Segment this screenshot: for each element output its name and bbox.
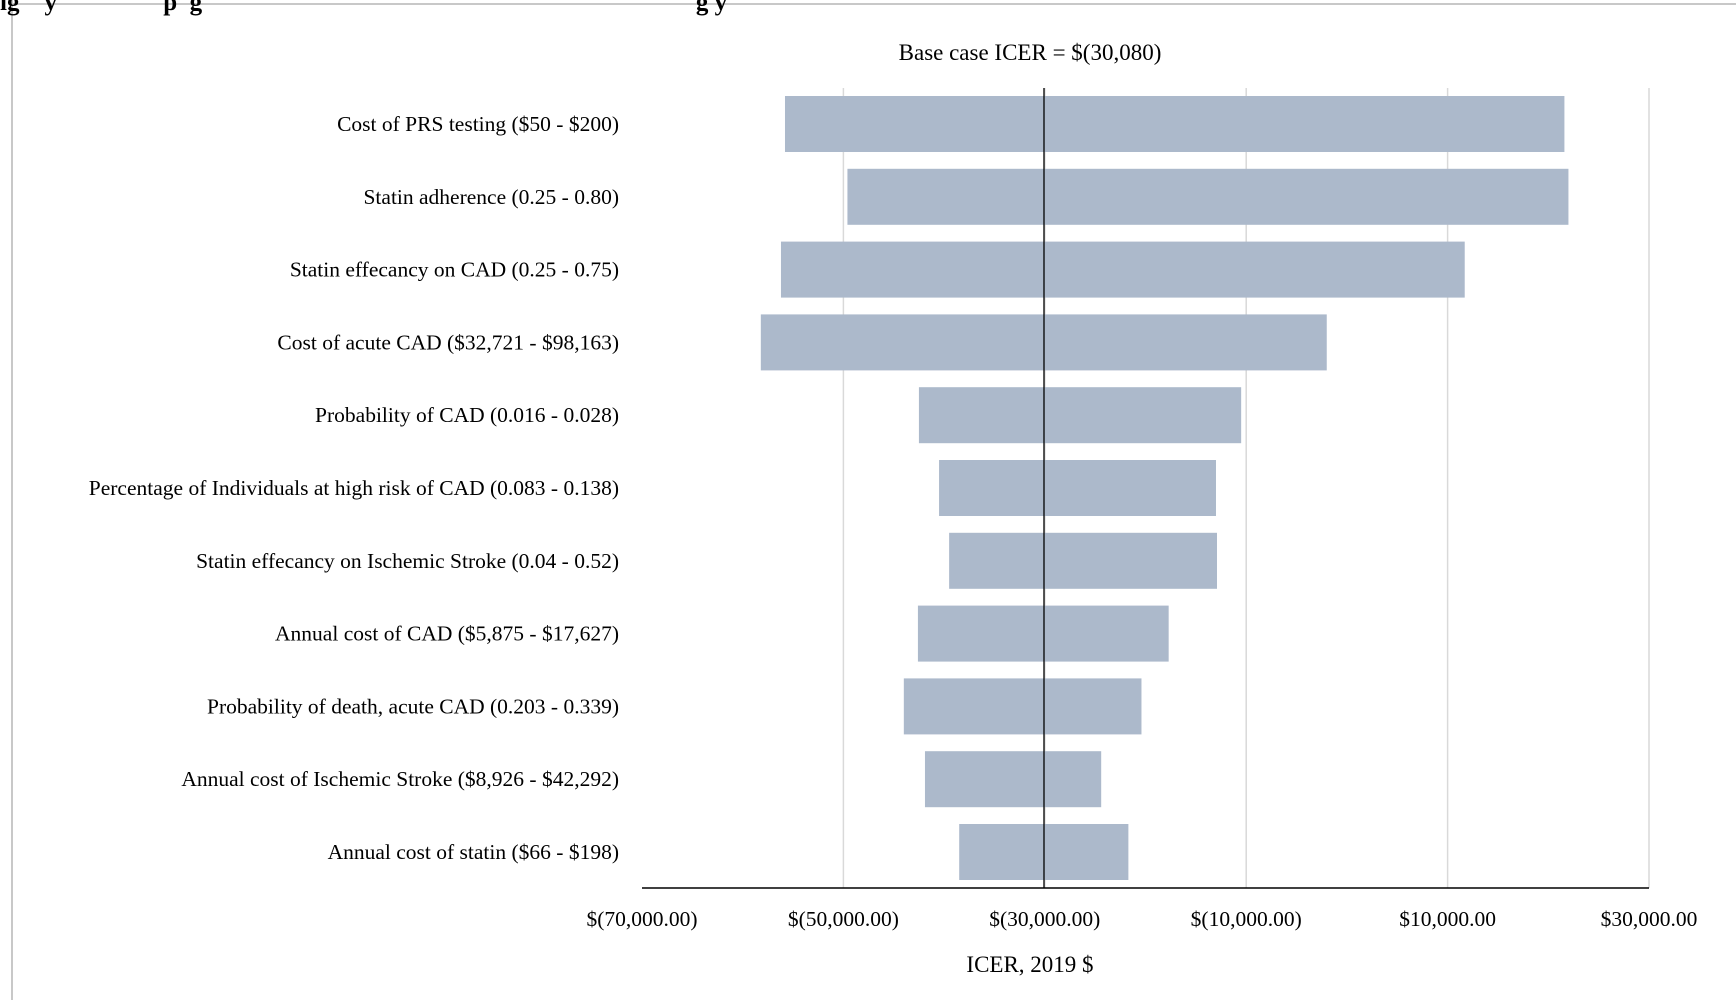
x-tick-label: $10,000.00	[1399, 907, 1496, 931]
category-labels: Cost of PRS testing ($50 - $200) Statin a…	[89, 112, 619, 864]
category-label: Annual cost of Ischemic Stroke ($8,926 -…	[181, 767, 619, 791]
category-label: Percentage of Individuals at high risk o…	[89, 476, 619, 500]
page-heading: ig y p g g y	[0, 0, 728, 16]
category-label: Statin adherence (0.25 - 0.80)	[363, 185, 619, 209]
tornado-bar	[917, 605, 1169, 662]
category-label: Annual cost of CAD ($5,875 - $17,627)	[275, 622, 619, 646]
x-tick-labels: $(70,000.00) $(50,000.00) $(30,000.00) $(10…	[586, 907, 1697, 931]
x-tick-label: $(50,000.00)	[788, 907, 899, 931]
x-axis-title: ICER, 2019 $	[966, 952, 1093, 977]
tornado-bar	[780, 241, 1465, 298]
category-label: Cost of PRS testing ($50 - $200)	[337, 112, 619, 136]
x-tick-label: $30,000.00	[1601, 907, 1698, 931]
tornado-bar	[924, 751, 1102, 808]
chart-title: Base case ICER = $(30,080)	[899, 40, 1162, 65]
tornado-bar	[847, 168, 1569, 225]
tornado-bar	[918, 387, 1242, 444]
category-label: Statin effecancy on Ischemic Stroke (0.0…	[196, 549, 619, 573]
tornado-bar	[939, 460, 1216, 516]
x-tick-label: $(70,000.00)	[586, 907, 697, 931]
tornado-bar	[784, 96, 1565, 152]
x-tick-label: $(10,000.00)	[1191, 907, 1302, 931]
category-label: Probability of death, acute CAD (0.203 -…	[207, 694, 619, 718]
x-tick-label: $(30,000.00)	[989, 907, 1100, 931]
tornado-bar	[903, 678, 1142, 735]
tornado-bar	[949, 532, 1217, 589]
category-label: Annual cost of statin ($66 - $198)	[328, 840, 619, 864]
category-label: Statin effecancy on CAD (0.25 - 0.75)	[290, 258, 619, 282]
category-label: Probability of CAD (0.016 - 0.028)	[315, 403, 619, 427]
category-label: Cost of acute CAD ($32,721 - $98,163)	[277, 330, 619, 354]
